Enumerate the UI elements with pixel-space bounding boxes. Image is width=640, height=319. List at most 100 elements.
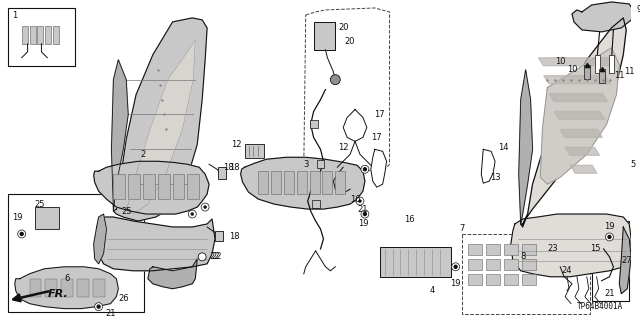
Bar — [310, 171, 319, 194]
Circle shape — [364, 212, 366, 216]
Bar — [8, 194, 144, 312]
Text: 16: 16 — [349, 195, 360, 204]
Text: 13: 13 — [490, 173, 500, 182]
Polygon shape — [113, 18, 207, 221]
Polygon shape — [572, 2, 633, 32]
Bar — [522, 259, 536, 270]
Text: 11: 11 — [624, 67, 634, 76]
Circle shape — [204, 205, 207, 209]
Bar — [522, 244, 536, 255]
Bar — [584, 65, 589, 79]
Text: 27: 27 — [621, 256, 632, 265]
Text: 15: 15 — [591, 244, 601, 253]
Text: 21: 21 — [358, 204, 368, 213]
Circle shape — [191, 212, 194, 216]
Text: 10: 10 — [567, 65, 577, 74]
Polygon shape — [93, 161, 209, 214]
Bar — [93, 279, 104, 297]
Text: 18: 18 — [229, 233, 240, 241]
Bar — [598, 69, 605, 83]
Bar — [45, 26, 51, 44]
Circle shape — [201, 203, 209, 211]
Bar — [504, 244, 518, 255]
Bar — [244, 145, 264, 158]
Text: 3: 3 — [303, 160, 308, 169]
Bar — [8, 8, 75, 66]
Text: 23: 23 — [547, 244, 557, 253]
Polygon shape — [371, 149, 387, 187]
Text: 6: 6 — [65, 274, 70, 283]
Text: 16: 16 — [404, 214, 415, 224]
Text: 8: 8 — [520, 252, 525, 261]
Bar — [53, 26, 59, 44]
Text: 12: 12 — [338, 143, 348, 152]
Bar — [504, 259, 518, 270]
Text: 19: 19 — [451, 279, 461, 288]
Bar — [77, 279, 89, 297]
Text: 24: 24 — [562, 266, 572, 275]
Text: 11: 11 — [614, 71, 625, 80]
Circle shape — [97, 305, 100, 308]
Polygon shape — [565, 147, 600, 155]
Text: 2: 2 — [140, 150, 146, 159]
Text: 5: 5 — [630, 160, 636, 169]
Polygon shape — [554, 112, 605, 120]
Polygon shape — [126, 40, 195, 214]
Polygon shape — [560, 130, 602, 137]
Polygon shape — [97, 217, 215, 271]
Bar — [486, 274, 500, 285]
Text: FR.: FR. — [47, 289, 68, 299]
Bar — [504, 274, 518, 285]
Text: 17: 17 — [374, 110, 385, 119]
Bar — [113, 174, 125, 199]
Text: 26: 26 — [118, 294, 129, 303]
Bar — [259, 171, 268, 194]
Polygon shape — [519, 70, 532, 224]
Text: 20: 20 — [345, 37, 355, 46]
Polygon shape — [549, 93, 607, 101]
Circle shape — [364, 168, 366, 171]
Text: 25: 25 — [34, 200, 45, 209]
Bar — [38, 26, 44, 44]
Text: 17: 17 — [371, 133, 382, 142]
Bar — [45, 279, 57, 297]
Text: 18: 18 — [223, 163, 234, 172]
Circle shape — [361, 165, 369, 173]
Text: 19: 19 — [13, 212, 23, 221]
Text: 22: 22 — [210, 252, 220, 261]
Bar — [271, 171, 281, 194]
Polygon shape — [15, 267, 118, 308]
Circle shape — [454, 265, 457, 268]
Bar — [218, 167, 226, 179]
Bar — [461, 234, 589, 314]
Bar — [335, 171, 345, 194]
Polygon shape — [481, 149, 495, 183]
Circle shape — [198, 253, 206, 261]
Text: 21: 21 — [604, 289, 615, 298]
Polygon shape — [538, 58, 613, 66]
Text: 14: 14 — [498, 143, 508, 152]
Bar — [486, 259, 500, 270]
Bar — [215, 231, 223, 241]
Bar — [592, 221, 629, 300]
Circle shape — [608, 235, 611, 238]
Circle shape — [358, 200, 362, 203]
Circle shape — [95, 303, 102, 311]
Bar — [595, 55, 600, 73]
Bar — [317, 160, 324, 168]
Circle shape — [20, 233, 23, 235]
Polygon shape — [93, 214, 106, 264]
Text: 25: 25 — [121, 207, 131, 216]
Text: 7: 7 — [459, 225, 464, 234]
Circle shape — [188, 210, 196, 218]
Bar — [128, 174, 140, 199]
Circle shape — [605, 233, 613, 241]
Polygon shape — [521, 18, 627, 227]
Bar — [284, 171, 294, 194]
Polygon shape — [540, 48, 620, 184]
Bar — [522, 274, 536, 285]
Polygon shape — [241, 157, 365, 209]
Text: 20: 20 — [338, 23, 348, 32]
Polygon shape — [511, 214, 631, 277]
Bar — [297, 171, 307, 194]
